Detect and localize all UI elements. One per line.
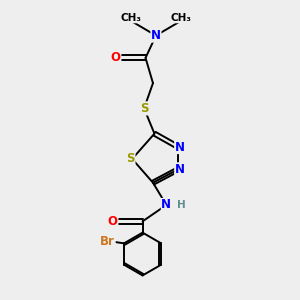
Text: O: O — [111, 51, 121, 64]
Text: S: S — [126, 152, 135, 165]
Text: N: N — [161, 199, 171, 212]
Text: N: N — [151, 29, 161, 42]
Text: CH₃: CH₃ — [171, 13, 192, 23]
Text: Br: Br — [100, 235, 115, 248]
Text: N: N — [175, 140, 185, 154]
Text: N: N — [175, 163, 185, 176]
Text: O: O — [108, 215, 118, 228]
Text: S: S — [140, 102, 148, 115]
Text: H: H — [177, 200, 186, 210]
Text: CH₃: CH₃ — [120, 13, 141, 23]
